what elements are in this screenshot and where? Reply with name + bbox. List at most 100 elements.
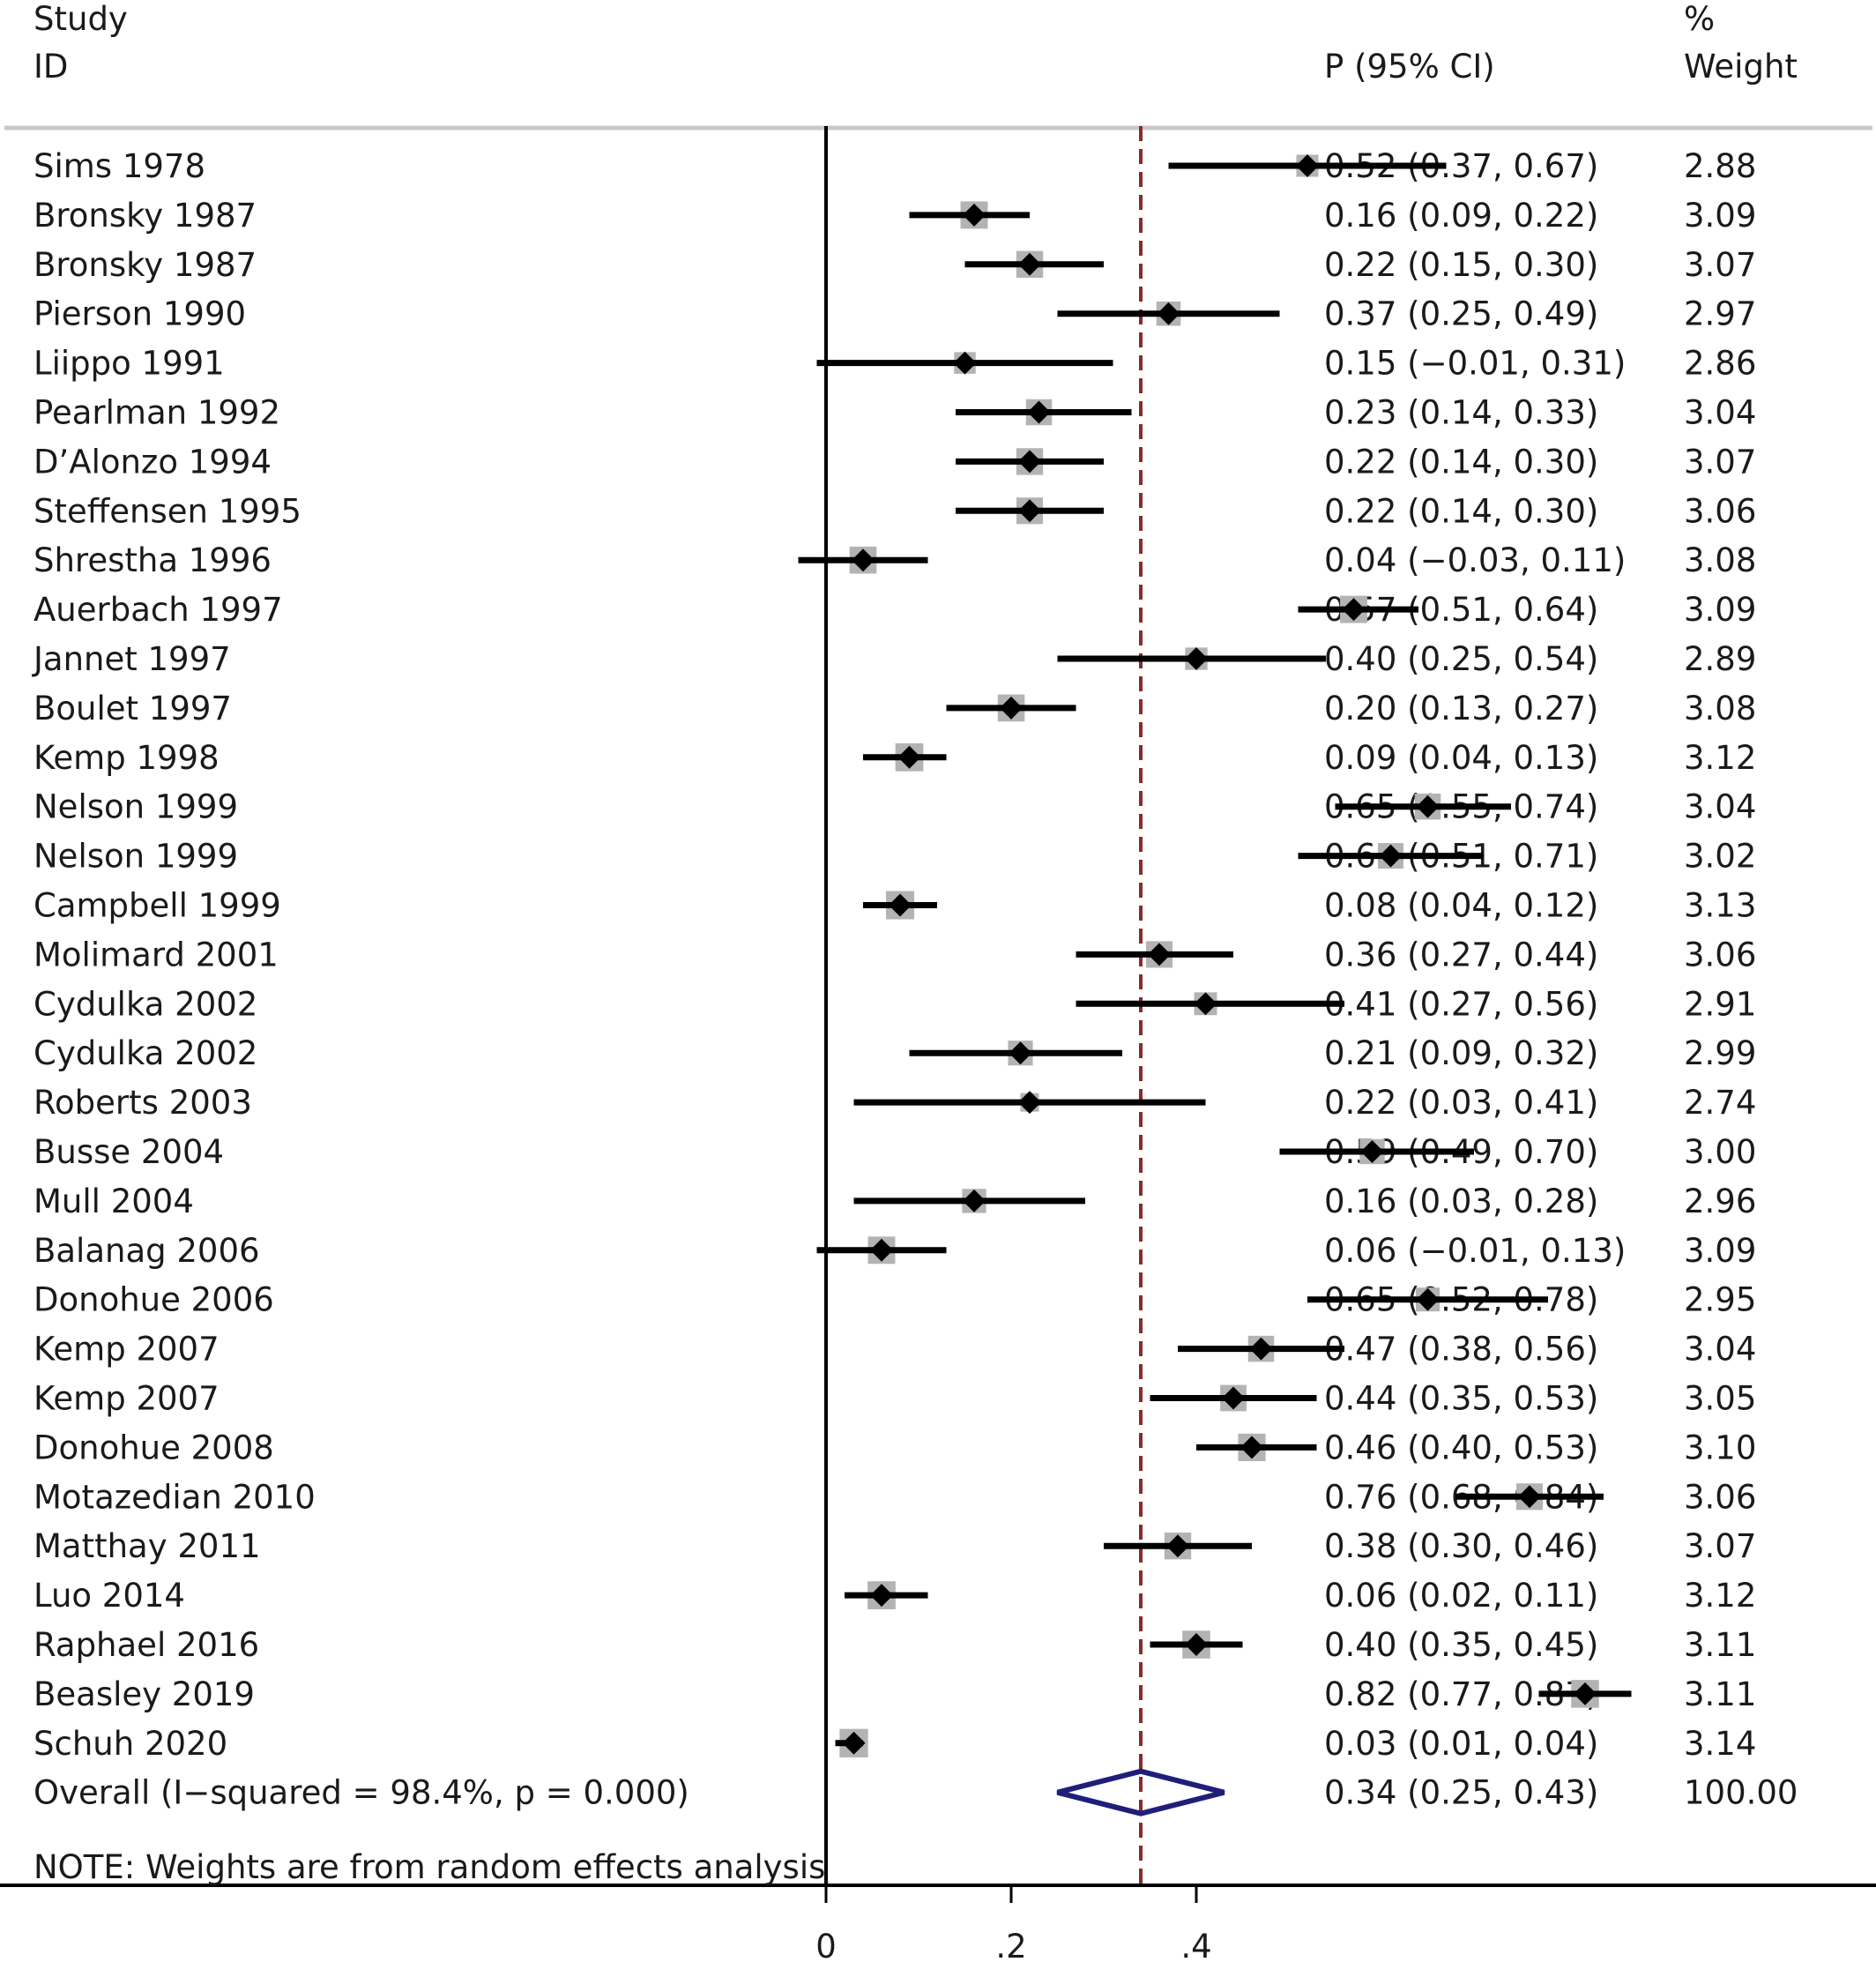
weight-text: 3.04 (1684, 788, 1756, 826)
point-estimate-marker (1416, 794, 1440, 818)
weight-text: 3.00 (1684, 1133, 1756, 1171)
study-row: Molimard 2001 0.36 (0.27, 0.44) 3.06 (34, 936, 1756, 974)
weight-text: 3.05 (1684, 1380, 1756, 1418)
study-label: Pearlman 1992 (34, 394, 280, 432)
overall-label: Overall (I−squared = 98.4%, p = 0.000) (34, 1774, 689, 1812)
study-label: Steffensen 1995 (34, 492, 302, 530)
weight-text: 3.11 (1684, 1675, 1756, 1713)
estimate-ci-text: 0.37 (0.25, 0.49) (1324, 295, 1598, 333)
weight-text: 2.86 (1684, 345, 1756, 383)
weight-text: 3.07 (1684, 246, 1756, 284)
estimate-ci-text: 0.36 (0.27, 0.44) (1324, 936, 1598, 974)
study-row: Bronsky 1987 0.16 (0.09, 0.22) 3.09 (34, 197, 1756, 235)
point-estimate-marker (1018, 1091, 1041, 1115)
point-estimate-marker (1222, 1386, 1245, 1410)
weight-text: 3.11 (1684, 1626, 1756, 1664)
estimate-ci-text: 0.22 (0.14, 0.30) (1324, 443, 1598, 481)
study-label: Cydulka 2002 (34, 985, 257, 1023)
study-row: Steffensen 1995 0.22 (0.14, 0.30) 3.06 (34, 492, 1756, 530)
point-estimate-marker (1009, 1041, 1032, 1065)
point-estimate-marker (1518, 1485, 1541, 1509)
study-row: Matthay 2011 0.38 (0.30, 0.46) 3.07 (34, 1527, 1756, 1565)
study-row: Donohue 2006 0.65 (0.52, 0.78) 2.95 (34, 1281, 1756, 1319)
study-label: Nelson 1999 (34, 788, 238, 826)
estimate-ci-text: 0.22 (0.15, 0.30) (1324, 246, 1598, 284)
study-label: Cydulka 2002 (34, 1034, 257, 1072)
estimate-ci-text: 0.22 (0.14, 0.30) (1324, 492, 1598, 530)
weight-text: 2.74 (1684, 1084, 1756, 1122)
point-estimate-marker (870, 1238, 893, 1262)
study-label: Roberts 2003 (34, 1084, 252, 1122)
study-row: Pearlman 1992 0.23 (0.14, 0.33) 3.04 (34, 394, 1756, 432)
study-label: Jannet 1997 (32, 640, 231, 678)
weight-text: 3.04 (1684, 394, 1756, 432)
study-label: Pierson 1990 (34, 295, 246, 333)
estimate-ci-text: 0.15 (−0.01, 0.31) (1324, 345, 1626, 383)
weight-text: 3.10 (1684, 1429, 1756, 1466)
study-label: Kemp 2007 (34, 1331, 220, 1369)
estimate-ci-text: 0.38 (0.30, 0.46) (1324, 1527, 1598, 1565)
estimate-ci-text: 0.41 (0.27, 0.56) (1324, 985, 1598, 1023)
weight-text: 2.96 (1684, 1182, 1756, 1220)
point-estimate-marker (889, 893, 912, 917)
estimate-ci-text: 0.06 (0.02, 0.11) (1324, 1577, 1598, 1615)
note-text: NOTE: Weights are from random effects an… (34, 1848, 825, 1886)
study-label: Kemp 1998 (34, 739, 220, 777)
study-row: Cydulka 2002 0.41 (0.27, 0.56) 2.91 (34, 985, 1756, 1023)
study-row: D’Alonzo 1994 0.22 (0.14, 0.30) 3.07 (34, 443, 1756, 481)
study-row: Jannet 1997 0.40 (0.25, 0.54) 2.89 (32, 640, 1756, 678)
study-label: Mull 2004 (34, 1182, 194, 1220)
weight-text: 3.04 (1684, 1331, 1756, 1369)
point-estimate-marker (1379, 844, 1403, 868)
study-label: Luo 2014 (34, 1577, 185, 1615)
header-id: ID (34, 48, 68, 86)
point-estimate-marker (1018, 252, 1041, 276)
weight-text: 3.12 (1684, 1577, 1756, 1615)
point-estimate-marker (1296, 154, 1319, 177)
point-estimate-marker (963, 1189, 986, 1212)
study-row: Pierson 1990 0.37 (0.25, 0.49) 2.97 (34, 295, 1756, 333)
point-estimate-marker (842, 1731, 866, 1755)
point-estimate-marker (1166, 1534, 1189, 1558)
weight-text: 2.91 (1684, 985, 1756, 1023)
weight-text: 3.02 (1684, 838, 1756, 876)
estimate-ci-text: 0.40 (0.25, 0.54) (1324, 640, 1598, 678)
weight-text: 3.08 (1684, 541, 1756, 579)
study-row: Sims 1978 0.52 (0.37, 0.67) 2.88 (34, 147, 1756, 185)
overall-weight-text: 100.00 (1684, 1774, 1798, 1812)
study-label: Kemp 2007 (34, 1380, 220, 1418)
estimate-ci-text: 0.09 (0.04, 0.13) (1324, 739, 1598, 777)
estimate-ci-text: 0.47 (0.38, 0.56) (1324, 1331, 1598, 1369)
study-row: Auerbach 1997 0.57 (0.51, 0.64) 3.09 (34, 591, 1756, 629)
study-row: Raphael 2016 0.40 (0.35, 0.45) 3.11 (34, 1626, 1756, 1664)
study-row: Boulet 1997 0.20 (0.13, 0.27) 3.08 (34, 690, 1756, 727)
estimate-ci-text: 0.40 (0.35, 0.45) (1324, 1626, 1598, 1664)
estimate-ci-text: 0.23 (0.14, 0.33) (1324, 394, 1598, 432)
overall-diamond (1056, 1768, 1225, 1817)
study-label: Balanag 2006 (34, 1232, 260, 1270)
weight-text: 3.07 (1684, 443, 1756, 481)
study-row: Campbell 1999 0.08 (0.04, 0.12) 3.13 (34, 887, 1756, 925)
weight-text: 3.09 (1684, 197, 1756, 235)
study-row: Beasley 2019 0.82 (0.77, 0.87) 3.11 (34, 1675, 1756, 1713)
weight-text: 2.95 (1684, 1281, 1756, 1319)
study-row: Donohue 2008 0.46 (0.40, 0.53) 3.10 (34, 1429, 1756, 1466)
point-estimate-marker (1000, 696, 1023, 720)
study-label: Donohue 2006 (34, 1281, 274, 1319)
study-label: Shrestha 1996 (34, 541, 272, 579)
estimate-ci-text: 0.04 (−0.03, 0.11) (1324, 541, 1626, 579)
study-row: Motazedian 2010 0.76 (0.68, 0.84) 3.06 (34, 1478, 1756, 1516)
study-row: Mull 2004 0.16 (0.03, 0.28) 2.96 (34, 1182, 1756, 1220)
estimate-ci-text: 0.46 (0.40, 0.53) (1324, 1429, 1598, 1466)
point-estimate-marker (1185, 647, 1208, 670)
rows-layer: Sims 1978 0.52 (0.37, 0.67) 2.88 Bronsky 19… (32, 147, 1798, 1817)
weight-text: 3.06 (1684, 1478, 1756, 1516)
study-row: Nelson 1999 0.65 (0.55, 0.74) 3.04 (34, 788, 1756, 826)
study-label: Matthay 2011 (34, 1527, 261, 1565)
study-row: Liippo 1991 0.15 (−0.01, 0.31) 2.86 (34, 345, 1756, 383)
study-row: Luo 2014 0.06 (0.02, 0.11) 3.12 (34, 1577, 1756, 1615)
study-label: Busse 2004 (34, 1133, 224, 1171)
weight-text: 3.12 (1684, 739, 1756, 777)
point-estimate-marker (852, 548, 875, 572)
estimate-ci-text: 0.08 (0.04, 0.12) (1324, 887, 1598, 925)
